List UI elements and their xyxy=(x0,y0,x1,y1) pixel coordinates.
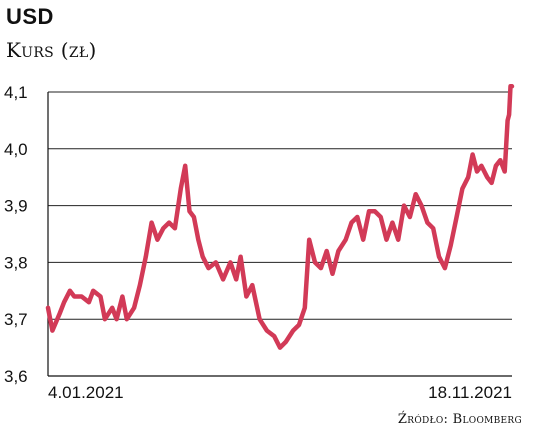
y-tick-label: 4,1 xyxy=(4,83,28,102)
x-tick-label: 4.01.2021 xyxy=(48,383,124,402)
x-tick-label: 18.11.2021 xyxy=(428,383,512,402)
y-tick-label: 3,7 xyxy=(4,310,28,329)
series-line xyxy=(45,84,515,350)
y-tick-label: 3,9 xyxy=(4,197,28,216)
y-tick-label: 4,0 xyxy=(4,140,28,159)
y-tick-label: 3,8 xyxy=(4,253,28,272)
y-tick-label: 3,6 xyxy=(4,367,28,386)
source-note: Źródło: Bloomberg xyxy=(397,412,522,427)
chart-title: USD xyxy=(6,4,54,29)
chart-subtitle: Kurs (zł) xyxy=(6,38,97,62)
